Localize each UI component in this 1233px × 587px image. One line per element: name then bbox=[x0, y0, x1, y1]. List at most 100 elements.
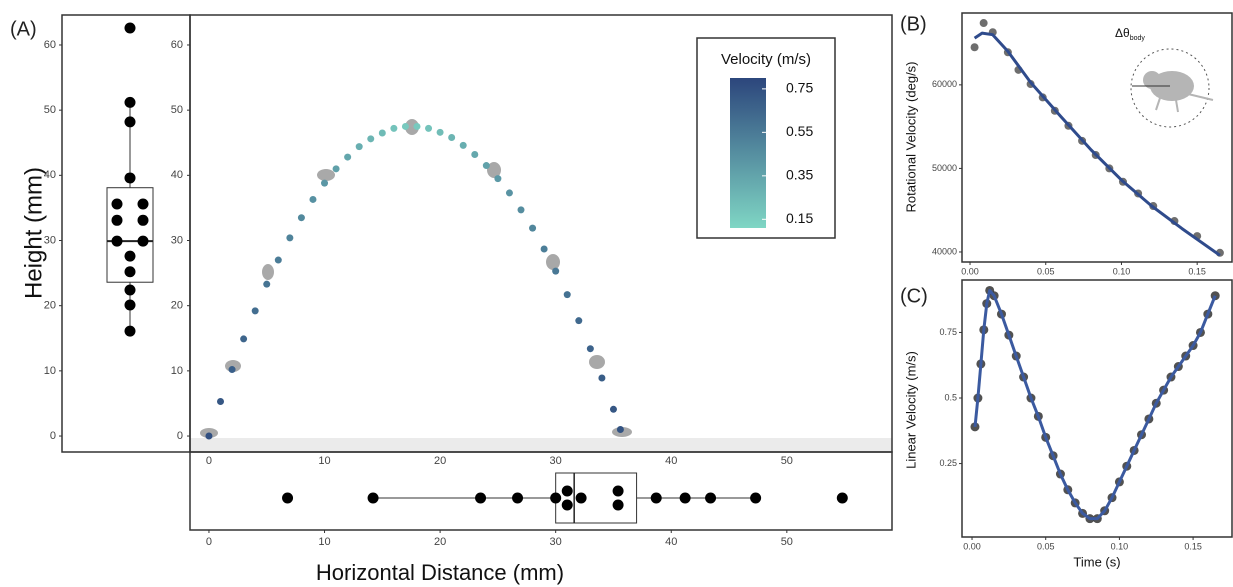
point bbox=[575, 492, 587, 504]
point bbox=[111, 235, 123, 247]
inset-label-sub: body bbox=[1130, 35, 1146, 42]
x-tick-label: 10 bbox=[318, 455, 330, 467]
point bbox=[448, 134, 456, 142]
point bbox=[274, 256, 282, 264]
y-tick-label: 10 bbox=[171, 365, 183, 377]
point bbox=[750, 492, 762, 504]
point bbox=[561, 485, 573, 497]
y-tick-label: 60000 bbox=[932, 79, 957, 89]
colorbar-tick-label: 0.35 bbox=[786, 167, 813, 183]
x-tick-label: 0.10 bbox=[1111, 541, 1129, 551]
y-tick-label: 40 bbox=[44, 169, 56, 181]
point bbox=[482, 162, 490, 170]
x-tick-label: 0 bbox=[206, 536, 212, 548]
point bbox=[505, 189, 513, 197]
point bbox=[550, 492, 562, 504]
y-axis-label: Height (mm) bbox=[20, 167, 47, 299]
point bbox=[263, 280, 271, 288]
point bbox=[124, 250, 136, 262]
point bbox=[598, 374, 606, 382]
point bbox=[297, 214, 305, 222]
inset-diagram bbox=[1130, 48, 1214, 128]
point bbox=[124, 172, 136, 184]
x-tick-label: 50 bbox=[781, 455, 793, 467]
point bbox=[512, 492, 524, 504]
point bbox=[124, 284, 136, 296]
point bbox=[309, 195, 317, 203]
panel-frame bbox=[961, 12, 1233, 263]
point bbox=[228, 366, 236, 374]
point bbox=[970, 43, 979, 52]
point bbox=[612, 499, 624, 511]
point bbox=[111, 214, 123, 226]
panel-frame bbox=[189, 451, 893, 531]
x-tick-label: 0.15 bbox=[1184, 541, 1202, 551]
point bbox=[367, 492, 379, 504]
point bbox=[679, 492, 691, 504]
y-tick-label: 40000 bbox=[932, 246, 957, 256]
y-tick-label: 10 bbox=[44, 365, 56, 377]
x-tick-label: 40 bbox=[665, 536, 677, 548]
y-tick-label: 20 bbox=[171, 300, 183, 312]
point bbox=[286, 234, 294, 242]
y-tick-label: 60 bbox=[171, 39, 183, 51]
point bbox=[612, 485, 624, 497]
panel-frame bbox=[961, 279, 1233, 538]
colorbar-tick-label: 0.55 bbox=[786, 123, 813, 139]
point bbox=[475, 492, 487, 504]
point bbox=[836, 492, 848, 504]
point bbox=[124, 266, 136, 278]
x-tick-label: 40 bbox=[665, 455, 677, 467]
x-tick-label: 0.10 bbox=[1113, 266, 1131, 276]
point bbox=[282, 492, 294, 504]
point bbox=[517, 206, 525, 214]
colorbar-tick-label: 0.75 bbox=[786, 80, 813, 96]
point bbox=[217, 397, 225, 405]
point bbox=[413, 122, 421, 130]
x-tick-label: 0.00 bbox=[963, 541, 981, 551]
point bbox=[471, 150, 479, 158]
point bbox=[124, 299, 136, 311]
animal-silhouettes bbox=[200, 119, 632, 438]
y-tick-label: 0.25 bbox=[939, 458, 957, 468]
point bbox=[705, 492, 717, 504]
point bbox=[459, 141, 467, 149]
data-line bbox=[973, 289, 1217, 521]
y-tick-label: 40 bbox=[171, 169, 183, 181]
x-tick-label: 0.15 bbox=[1188, 266, 1206, 276]
y-tick-label: 0 bbox=[177, 430, 183, 442]
point bbox=[650, 492, 662, 504]
x-tick-label: 20 bbox=[434, 455, 446, 467]
colorbar bbox=[730, 78, 766, 228]
point bbox=[586, 345, 594, 353]
point bbox=[240, 335, 248, 343]
y-tick-label: 30 bbox=[44, 234, 56, 246]
point bbox=[124, 22, 136, 34]
point bbox=[378, 129, 386, 137]
point bbox=[529, 224, 537, 232]
legend-title: Velocity (m/s) bbox=[721, 51, 811, 68]
point bbox=[124, 325, 136, 337]
point bbox=[344, 153, 352, 161]
panel-label: (A) bbox=[10, 18, 37, 40]
panel-label: (C) bbox=[900, 285, 928, 307]
point bbox=[137, 214, 149, 226]
point bbox=[616, 426, 624, 434]
point bbox=[251, 307, 259, 315]
y-tick-label: 0 bbox=[50, 430, 56, 442]
ground-band bbox=[190, 438, 892, 452]
x-tick-label: 10 bbox=[318, 536, 330, 548]
x-tick-label: 0.05 bbox=[1037, 541, 1055, 551]
point bbox=[321, 179, 329, 187]
point bbox=[575, 317, 583, 325]
y-tick-label: 60 bbox=[44, 39, 56, 51]
point bbox=[124, 116, 136, 128]
y-tick-label: 30 bbox=[171, 234, 183, 246]
point bbox=[367, 135, 375, 143]
y-tick-label: 50 bbox=[44, 104, 56, 116]
point bbox=[494, 175, 502, 183]
y-axis-label: Rotational Velocity (deg/s) bbox=[903, 61, 918, 212]
point bbox=[425, 124, 433, 132]
y-axis-label: Linear Velocity (m/s) bbox=[903, 351, 918, 469]
